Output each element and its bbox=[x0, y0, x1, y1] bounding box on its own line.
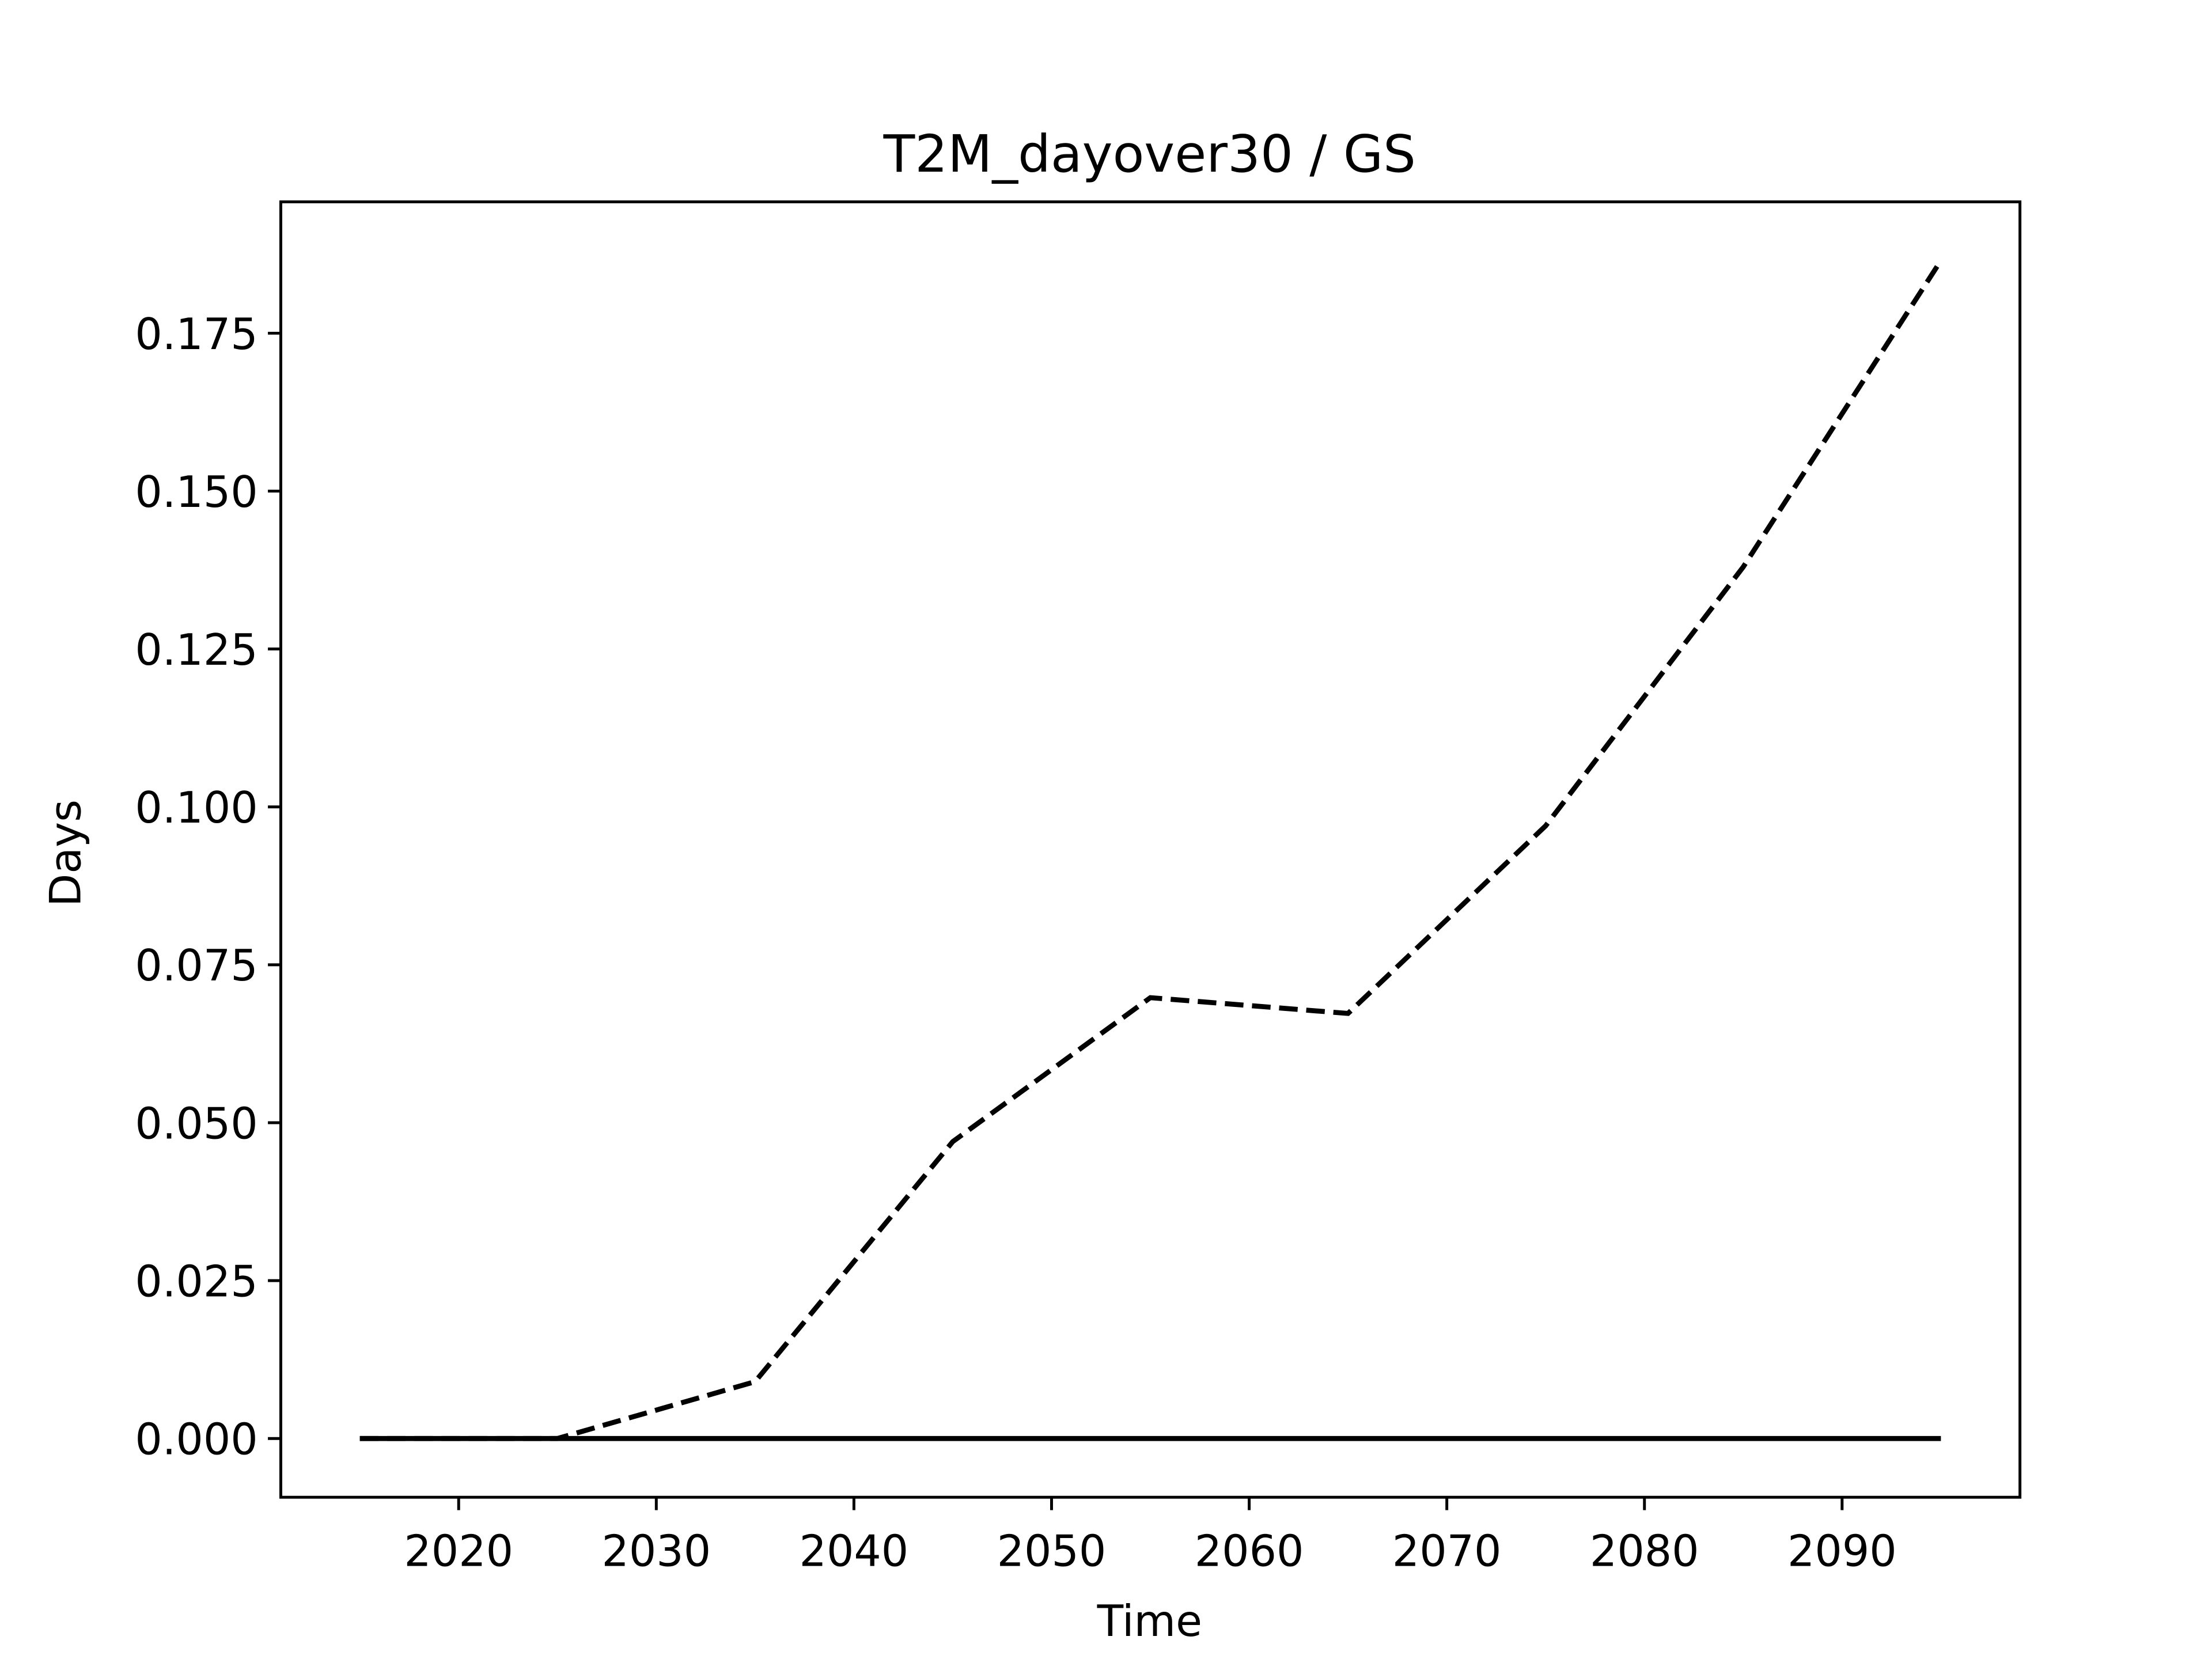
y-axis-label: Days bbox=[41, 800, 91, 907]
y-tick-label: 0.150 bbox=[135, 467, 257, 517]
y-tick-label: 0.100 bbox=[135, 783, 257, 833]
y-tick-label: 0.125 bbox=[135, 625, 257, 675]
y-tick-label: 0.175 bbox=[135, 309, 257, 359]
y-tick-label: 0.025 bbox=[135, 1256, 257, 1306]
plot-frame bbox=[279, 200, 2022, 1499]
x-tick-label: 2030 bbox=[601, 1526, 711, 1576]
x-tick-label: 2060 bbox=[1195, 1526, 1304, 1576]
y-tick-label: 0.075 bbox=[135, 941, 257, 991]
y-tick-label: 0.050 bbox=[135, 1099, 257, 1149]
chart-title: T2M_dayover30 / GS bbox=[883, 124, 1416, 184]
x-tick-label: 2040 bbox=[800, 1526, 909, 1576]
x-tick-label: 2020 bbox=[404, 1526, 513, 1576]
x-tick-label: 2080 bbox=[1590, 1526, 1699, 1576]
data-line bbox=[359, 259, 1944, 1441]
x-tick-label: 2070 bbox=[1392, 1526, 1502, 1576]
y-tick-label: 0.000 bbox=[135, 1415, 257, 1465]
x-tick-label: 2050 bbox=[997, 1526, 1107, 1576]
x-axis-label: Time bbox=[1097, 1596, 1202, 1646]
x-tick-label: 2090 bbox=[1787, 1526, 1897, 1576]
